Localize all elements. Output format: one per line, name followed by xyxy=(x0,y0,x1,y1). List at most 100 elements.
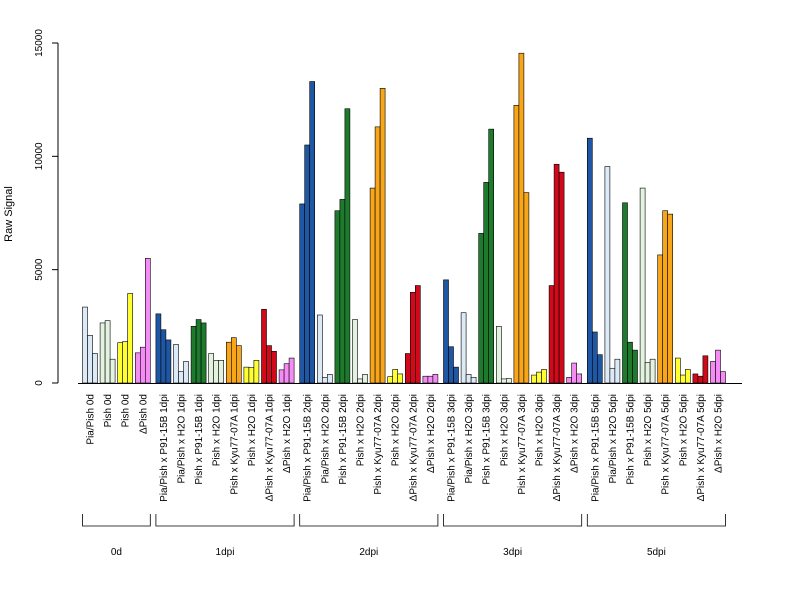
bar-1dpi-0-1 xyxy=(160,329,167,384)
x-tick-label: Pia/Pish x H2O 3dpi xyxy=(464,394,475,484)
bar-3dpi-4-1 xyxy=(518,52,525,384)
x-tick-label: Pish x H2O 2dpi xyxy=(356,394,367,466)
bar-1dpi-4-1 xyxy=(231,337,237,384)
bar-0d-0-2 xyxy=(92,353,98,384)
bar-2dpi-5-2 xyxy=(397,373,404,384)
bar-3dpi-1-1 xyxy=(465,374,472,384)
x-tick-label: ΔPish x H2O 1dpi xyxy=(282,394,293,473)
x-tick-label: Pia/Pish x P91-15B 3dpi xyxy=(447,394,458,502)
bar-2dpi-3-1 xyxy=(357,378,363,384)
bar-5dpi-5-1 xyxy=(679,374,686,384)
bar-3dpi-5-0 xyxy=(531,374,537,384)
bar-2dpi-0-2 xyxy=(309,81,316,384)
bar-0d-1-1 xyxy=(104,320,111,384)
bar-2dpi-5-0 xyxy=(387,376,394,384)
bars-layer xyxy=(82,52,726,384)
x-tick-label: Pish x H2O 2dpi xyxy=(391,394,402,466)
bar-3dpi-4-0 xyxy=(513,105,520,384)
x-tick-label: Pish x P91-15B 2dpi xyxy=(338,394,349,485)
bar-1dpi-0-2 xyxy=(165,339,172,384)
x-tick-label: ΔPish x H2O 3dpi xyxy=(570,394,581,473)
x-tick-label: Pia/Pish x H2O 5dpi xyxy=(608,394,619,484)
x-tick-label: Pish x Kyu77-07A 1dpi xyxy=(229,394,240,495)
bar-2dpi-2-2 xyxy=(344,108,351,384)
bar-5dpi-3-1 xyxy=(644,362,651,384)
bar-0d-2-1 xyxy=(122,341,128,384)
bar-0d-1-0 xyxy=(99,322,106,384)
group-label: 2dpi xyxy=(359,547,378,558)
x-tick-label: Pia/Pish x P91-15B 5dpi xyxy=(590,394,601,502)
bar-2dpi-7-0 xyxy=(422,375,429,384)
bar-1dpi-2-2 xyxy=(200,322,207,384)
bar-1dpi-7-0 xyxy=(278,369,285,384)
x-tick-label: Pish x Kyu77-07A 3dpi xyxy=(517,394,528,495)
bar-2dpi-1-1 xyxy=(321,377,328,384)
bar-5dpi-1-0 xyxy=(604,166,611,384)
bar-1dpi-5-2 xyxy=(253,360,260,384)
x-tick-label: Pish x H2O 1dpi xyxy=(247,394,258,466)
x-tick-label: ΔPish x Kyu77-07A 3dpi xyxy=(552,394,563,501)
x-tick-label: Pia/Pish x H2O 1dpi xyxy=(177,394,188,484)
x-tick-label: Pish x H2O 3dpi xyxy=(499,394,510,466)
bar-3dpi-7-1 xyxy=(571,362,578,384)
bar-5dpi-2-0 xyxy=(622,202,628,384)
x-tick-label: Pish x P91-15B 1dpi xyxy=(194,394,205,485)
x-tick-label: Pish x P91-15B 3dpi xyxy=(482,394,493,485)
bar-5dpi-4-0 xyxy=(657,254,664,384)
bar-3dpi-0-0 xyxy=(443,279,449,384)
bar-2dpi-4-1 xyxy=(374,126,381,384)
bar-0d-2-0 xyxy=(117,342,123,384)
bar-2dpi-2-0 xyxy=(334,210,341,384)
x-tick-label: Pish 0d xyxy=(121,394,132,427)
bracket-2dpi xyxy=(299,514,439,527)
bar-5dpi-1-1 xyxy=(609,367,616,384)
bar-0d-0-0 xyxy=(82,306,88,384)
bar-2dpi-5-1 xyxy=(392,369,399,384)
x-tick-label: ΔPish x Kyu77-07A 1dpi xyxy=(265,394,276,501)
bar-2dpi-4-0 xyxy=(369,187,376,384)
bar-0d-3-1 xyxy=(140,346,146,384)
bar-1dpi-3-2 xyxy=(218,360,224,384)
bar-3dpi-1-0 xyxy=(460,312,467,384)
bar-1dpi-1-0 xyxy=(173,344,179,384)
x-tick-label: Pish x H2O 5dpi xyxy=(678,394,689,466)
bar-5dpi-6-1 xyxy=(697,375,704,384)
bar-1dpi-1-1 xyxy=(178,371,184,384)
bar-3dpi-2-2 xyxy=(488,128,495,384)
bar-5dpi-6-0 xyxy=(692,373,699,384)
bar-2dpi-0-1 xyxy=(304,144,311,384)
bar-3dpi-2-1 xyxy=(483,182,490,384)
bar-3dpi-1-2 xyxy=(470,377,477,384)
bar-5dpi-4-1 xyxy=(662,210,669,384)
bar-5dpi-5-2 xyxy=(684,369,691,384)
bar-2dpi-2-1 xyxy=(339,199,346,384)
bar-3dpi-3-1 xyxy=(500,378,507,384)
bar-1dpi-7-1 xyxy=(283,363,290,384)
x-tick-label: Pia/Pish x P91-15B 1dpi xyxy=(159,394,170,502)
bar-2dpi-0-0 xyxy=(299,203,306,384)
x-tick-labels: Pia/Pish 0d Pish 0d Pish 0d ΔPish 0d Pia/Pis… xyxy=(86,394,725,502)
x-tick-label: Pish x Kyu77-07A 5dpi xyxy=(661,394,672,495)
bar-5dpi-0-2 xyxy=(596,354,603,384)
x-tick-label: Pia/Pish x H2O 2dpi xyxy=(320,394,331,484)
bar-5dpi-7-2 xyxy=(720,371,726,384)
bar-2dpi-6-2 xyxy=(414,285,421,384)
bar-3dpi-6-0 xyxy=(548,285,555,384)
bar-1dpi-6-2 xyxy=(271,350,277,384)
bar-3dpi-2-0 xyxy=(478,233,485,384)
bar-5dpi-7-1 xyxy=(715,349,721,384)
group-label: 1dpi xyxy=(216,547,235,558)
bar-3dpi-0-1 xyxy=(448,346,454,384)
x-tick-label: ΔPish x Kyu77-07A 5dpi xyxy=(696,394,707,501)
x-tick-label: Pish x H2O 5dpi xyxy=(643,394,654,466)
bar-1dpi-2-0 xyxy=(190,326,197,384)
bar-2dpi-4-2 xyxy=(379,88,386,384)
bracket-0d xyxy=(82,514,151,527)
bar-2dpi-6-0 xyxy=(404,353,411,384)
x-tick-label: Pish 0d xyxy=(103,394,114,427)
x-tick-label: Pish x H2O 3dpi xyxy=(535,394,546,466)
bar-5dpi-0-1 xyxy=(591,331,598,384)
bar-2dpi-7-1 xyxy=(427,375,434,384)
bar-5dpi-6-2 xyxy=(702,355,709,384)
